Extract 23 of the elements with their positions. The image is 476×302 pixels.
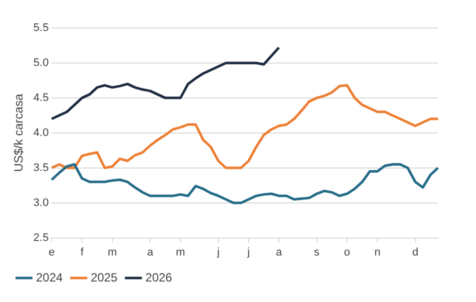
x-tick-label: a: [276, 246, 283, 258]
legend-label: 2025: [90, 270, 118, 284]
x-tick-label: s: [314, 246, 320, 258]
y-tick-label: 4.0: [33, 126, 49, 139]
x-tick-label: d: [412, 246, 418, 258]
y-tick-label: 5.0: [33, 57, 49, 69]
x-tick-label: j: [216, 246, 220, 258]
x-tick-label: m: [108, 246, 117, 258]
y-tick-label: 2.5: [33, 232, 49, 244]
x-tick-label: n: [374, 246, 380, 258]
x-tick-label: f: [80, 246, 84, 258]
x-tick-label: o: [344, 246, 350, 258]
y-tick-label: 5.5: [33, 22, 49, 34]
legend-label: 2026: [145, 270, 172, 284]
legend-label: 2024: [36, 270, 64, 284]
y-axis-title: US$/k carcasa: [12, 94, 26, 172]
y-tick-label: 3.5: [33, 162, 49, 174]
y-tick-label: 3.0: [33, 196, 49, 209]
x-tick-label: e: [48, 246, 55, 258]
x-tick-label: j: [246, 246, 250, 258]
x-tick-label: m: [176, 246, 186, 258]
y-tick-label: 4.5: [33, 92, 49, 104]
x-tick-label: a: [147, 246, 154, 258]
